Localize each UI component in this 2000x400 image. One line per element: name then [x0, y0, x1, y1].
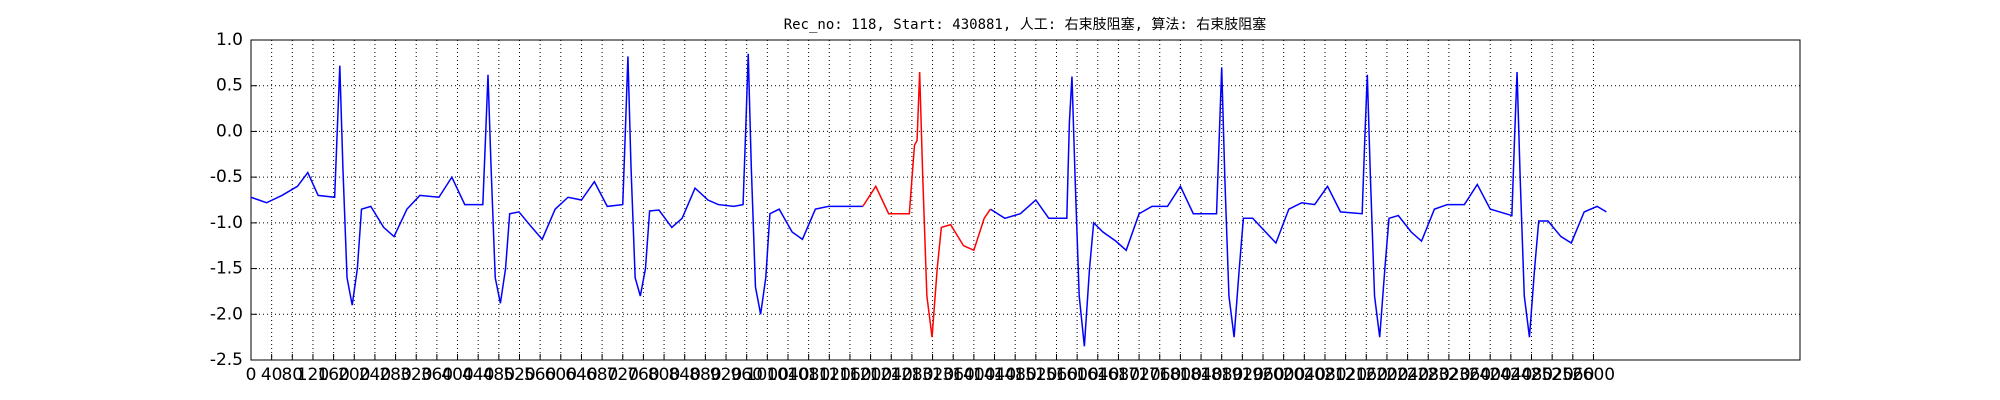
x-tick-label: 1200: [849, 365, 892, 385]
x-tick-label: 2000: [1262, 365, 1305, 385]
x-tick-label: 2120: [1324, 365, 1367, 385]
x-tick-label: 1960: [1241, 365, 1284, 385]
y-tick-label: -1.5: [210, 259, 243, 279]
x-tick-label: 400: [441, 365, 473, 385]
x-tick-label: 960: [730, 365, 762, 385]
x-tick-label: 160: [317, 365, 349, 385]
x-tick-label: 560: [524, 365, 556, 385]
x-tick-label: 1080: [787, 365, 830, 385]
x-tick-label: 1120: [808, 365, 851, 385]
x-tick-label: 1920: [1221, 365, 1264, 385]
x-tick-label: 1360: [932, 365, 975, 385]
x-tick-label: 1040: [766, 365, 809, 385]
y-tick-label: 0.0: [216, 121, 243, 141]
x-tick-label: 1840: [1179, 365, 1222, 385]
x-tick-label: 1320: [911, 365, 954, 385]
x-tick-label: 200: [338, 365, 370, 385]
x-tick-label: 880: [689, 365, 721, 385]
x-tick-label: 1000: [746, 365, 789, 385]
x-tick-label: 920: [710, 365, 742, 385]
ecg-line: [862, 71, 992, 338]
x-tick-label: 1800: [1159, 365, 1202, 385]
x-tick-label: 680: [586, 365, 618, 385]
x-tick-label: 1240: [870, 365, 913, 385]
x-tick-label: 2240: [1386, 365, 1429, 385]
x-tick-label: 2440: [1489, 365, 1532, 385]
x-tick-label: 480: [483, 365, 515, 385]
y-tick-label: 1.0: [216, 30, 243, 50]
x-tick-label: 40: [261, 365, 283, 385]
y-tick-label: 0.5: [216, 76, 243, 96]
x-tick-label: 2360: [1448, 365, 1491, 385]
x-tick-label: 1640: [1076, 365, 1119, 385]
x-tick-label: 2600: [1572, 365, 1615, 385]
x-tick-label: 240: [359, 365, 391, 385]
x-tick-label: 1600: [1056, 365, 1099, 385]
x-tick-label: 1520: [1014, 365, 1057, 385]
x-tick-label: 1480: [994, 365, 1037, 385]
y-tick-label: -2.0: [210, 304, 243, 324]
x-tick-label: 1160: [828, 365, 871, 385]
plot-frame: [250, 39, 1801, 361]
x-tick-label: 1880: [1200, 365, 1243, 385]
x-tick-label: 320: [400, 365, 432, 385]
x-tick-label: 1720: [1117, 365, 1160, 385]
x-tick-label: 840: [668, 365, 700, 385]
x-tick-label: 2040: [1283, 365, 1326, 385]
x-tick-label: 120: [297, 365, 329, 385]
x-tick-label: 1400: [952, 365, 995, 385]
x-tick-label: 720: [607, 365, 639, 385]
y-tick-label: -2.5: [210, 350, 243, 370]
x-tick-label: 520: [503, 365, 535, 385]
x-tick-label: 2200: [1365, 365, 1408, 385]
x-tick-label: 280: [379, 365, 411, 385]
x-tick-label: 1280: [890, 365, 933, 385]
x-tick-label: 2480: [1510, 365, 1553, 385]
x-tick-label: 2280: [1407, 365, 1450, 385]
x-tick-label: 2520: [1531, 365, 1574, 385]
x-tick-label: 640: [565, 365, 597, 385]
x-tick-label: 0: [246, 365, 257, 385]
x-tick-label: 1680: [1097, 365, 1140, 385]
x-tick-label: 1560: [1035, 365, 1078, 385]
x-tick-label: 1440: [973, 365, 1016, 385]
x-tick-label: 800: [648, 365, 680, 385]
x-tick-label: 2160: [1345, 365, 1388, 385]
x-tick-label: 1760: [1138, 365, 1181, 385]
ecg-line: [250, 53, 1607, 347]
chart-title: Rec_no: 118, Start: 430881, 人工: 右束肢阻塞, 算…: [784, 16, 1267, 33]
x-tick-label: 440: [462, 365, 494, 385]
x-tick-label: 2400: [1469, 365, 1512, 385]
x-tick-label: 80: [281, 365, 303, 385]
y-tick-label: -0.5: [210, 167, 243, 187]
x-tick-label: 360: [421, 365, 453, 385]
x-tick-label: 760: [627, 365, 659, 385]
x-tick-label: 2080: [1303, 365, 1346, 385]
x-tick-label: 2560: [1551, 365, 1594, 385]
y-tick-label: -1.0: [210, 213, 243, 233]
x-tick-label: 2320: [1427, 365, 1470, 385]
x-tick-label: 600: [545, 365, 577, 385]
